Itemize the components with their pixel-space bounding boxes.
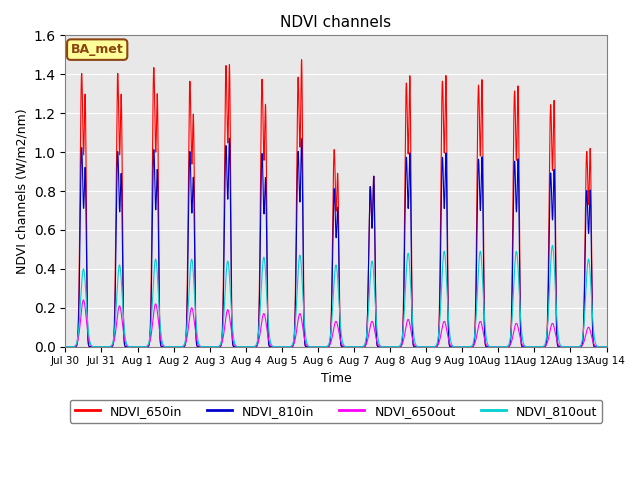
X-axis label: Time: Time [321, 372, 351, 385]
Y-axis label: NDVI channels (W/m2/nm): NDVI channels (W/m2/nm) [15, 108, 28, 274]
Legend: NDVI_650in, NDVI_810in, NDVI_650out, NDVI_810out: NDVI_650in, NDVI_810in, NDVI_650out, NDV… [70, 400, 602, 423]
Title: NDVI channels: NDVI channels [280, 15, 392, 30]
Text: BA_met: BA_met [71, 43, 124, 56]
